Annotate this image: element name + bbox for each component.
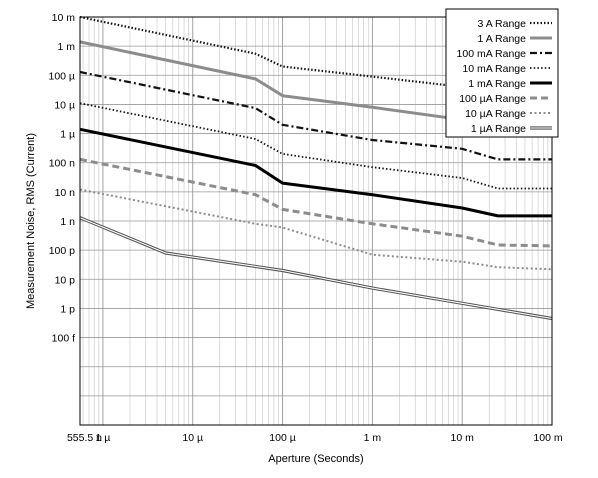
x-tick-label: 555.5 n xyxy=(67,432,102,444)
y-tick-label: 100 µ xyxy=(49,70,76,82)
series-1-ma-range xyxy=(79,127,552,218)
x-tick-labels: 555.5 n1 µ 10 µ 100 µ 1 m 10 m 100 m xyxy=(67,432,563,444)
y-tick-label: 10 n xyxy=(55,187,76,199)
y-axis-label: Measurement Noise, RMS (Current) xyxy=(25,133,37,309)
series-100-ma-range xyxy=(79,70,552,161)
grid xyxy=(80,16,552,426)
x-tick-label: 100 m xyxy=(533,432,562,444)
y-tick-label: 1 m xyxy=(57,41,75,53)
series-1-a-range xyxy=(79,216,553,321)
legend: 3 A Range 1 A Range 100 mA Range 10 mA Rang… xyxy=(445,8,559,138)
legend-label: 1 µA Range xyxy=(471,123,526,135)
legend-label: 100 mA Range xyxy=(457,48,527,60)
legend-item: 100 mA Range xyxy=(457,48,552,60)
y-tick-label: 100 f xyxy=(52,333,75,345)
series-line xyxy=(79,127,552,218)
legend-label: 1 A Range xyxy=(478,33,527,45)
legend-label: 10 mA Range xyxy=(462,63,526,75)
series-layer xyxy=(79,15,553,321)
series-line xyxy=(79,157,553,248)
legend-label: 10 µA Range xyxy=(465,108,526,120)
series-100-a-range xyxy=(79,157,553,248)
y-tick-label: 10 m xyxy=(52,12,76,24)
x-tick-label: 10 µ xyxy=(182,432,203,444)
legend-item: 10 mA Range xyxy=(462,63,552,75)
legend-label: 100 µA Range xyxy=(459,93,526,105)
series-10-ma-range xyxy=(79,102,552,190)
y-tick-label: 1 p xyxy=(60,303,75,315)
y-tick-label: 100 n xyxy=(49,158,75,170)
x-axis-label: Aperture (Seconds) xyxy=(268,453,363,465)
legend-item: 10 µA Range xyxy=(465,108,552,120)
y-tick-label: 1 µ xyxy=(60,129,75,141)
legend-item: 100 µA Range xyxy=(459,93,552,105)
y-tick-label: 10 p xyxy=(55,274,76,286)
legend-label: 3 A Range xyxy=(478,18,527,30)
plot-frame xyxy=(79,16,553,426)
y-tick-labels: 10 m 1 m 100 µ 10 µ 1 µ 100 n 10 n 1 n 100 p 10 p… xyxy=(49,12,76,345)
series-line xyxy=(79,70,552,161)
legend-item: 1 A Range xyxy=(478,33,552,45)
legend-item: 3 A Range xyxy=(478,18,552,30)
x-tick-label: 1 µ xyxy=(96,432,111,444)
series-line xyxy=(79,102,552,190)
x-tick-label: 10 m xyxy=(451,432,475,444)
x-tick-label: 100 µ xyxy=(269,432,296,444)
y-tick-label: 1 n xyxy=(60,216,75,228)
series-line-inner xyxy=(79,217,553,320)
y-tick-label: 100 p xyxy=(49,245,75,257)
y-tick-label: 10 µ xyxy=(54,99,75,111)
x-tick-label: 1 m xyxy=(364,432,382,444)
legend-item: 1 µA Range xyxy=(471,123,552,135)
legend-item: 1 mA Range xyxy=(468,78,552,90)
legend-box xyxy=(445,8,559,138)
legend-label: 1 mA Range xyxy=(468,78,526,90)
